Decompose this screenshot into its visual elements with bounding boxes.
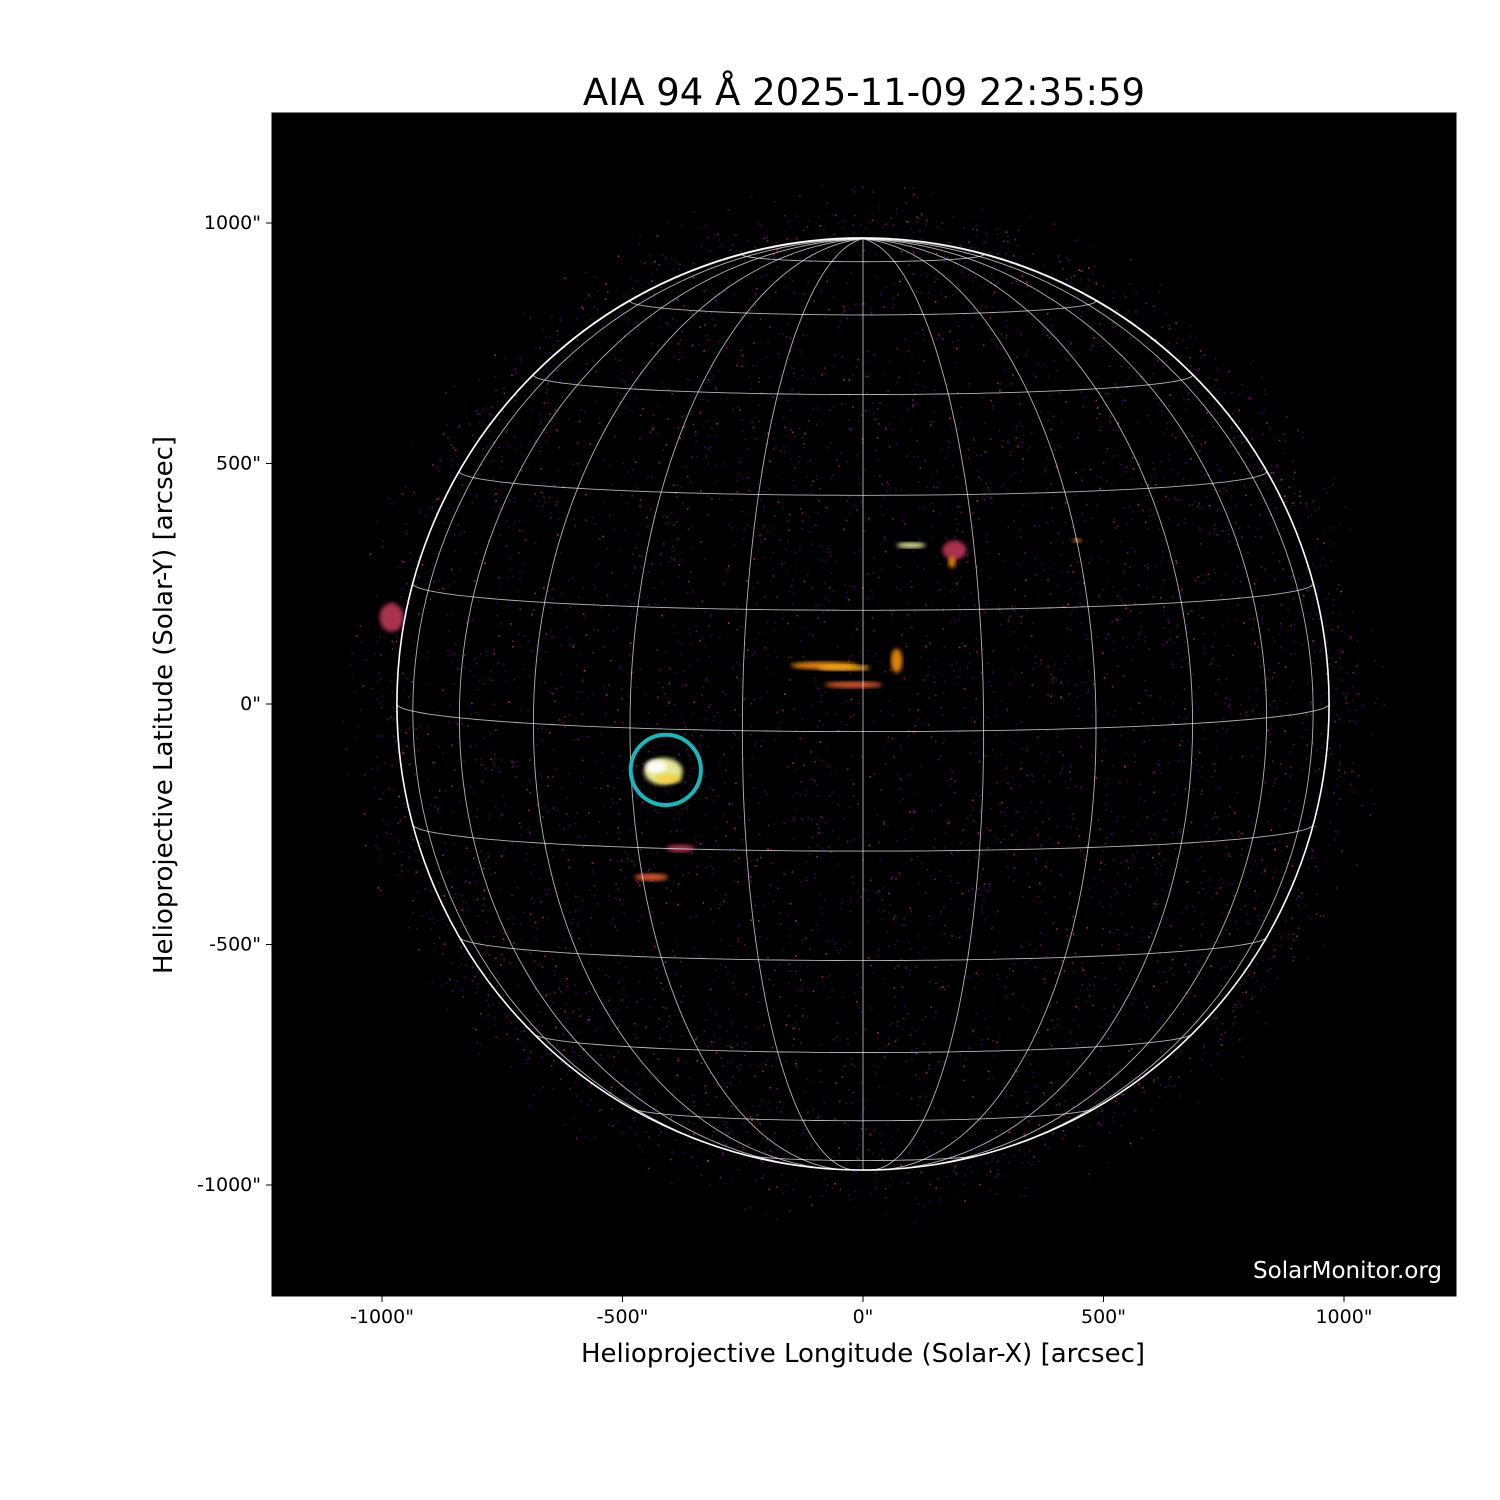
y-tick-label: 1000" [204,212,261,234]
coronal-emission [342,185,1385,1224]
y-tick-label: 500" [216,453,261,475]
active-region [890,648,903,673]
grid-longitude-line [862,238,1268,1168]
active-region [817,665,871,671]
axis-ticks: -1000" -500" 0" 500" 1000" 1000" 500" 0" -500" -1… [197,212,1373,1328]
x-tick-label: -1000" [350,1306,414,1328]
grid-longitude-line [412,238,864,1158]
heliographic-grid [396,238,1330,1171]
grid-longitude-line [862,238,985,1171]
x-tick-label: 0" [853,1306,874,1328]
active-region [824,681,883,689]
y-tick-label: -1000" [197,1174,261,1196]
grid-longitude-line [862,238,1194,1170]
y-tick-label: 0" [240,693,261,715]
active-region [654,773,682,784]
active-region [942,540,967,560]
active-region [665,844,695,853]
grid-longitude-line [741,238,864,1171]
solar-limb [396,237,1330,1171]
grid-longitude-line [862,238,1314,1158]
grid-longitude-line [458,238,864,1168]
active-regions [379,538,1082,882]
y-axis-label: Helioprojective Latitude (Solar-Y) [arcs… [149,436,179,974]
axes-frame [271,112,1457,1297]
grid-longitude-line [532,238,864,1170]
annotation-circle [628,732,703,808]
chart-title: AIA 94 Å 2025-11-09 22:35:59 [583,70,1145,114]
watermark: SolarMonitor.org [1253,1258,1442,1284]
x-axis-label: Helioprojective Longitude (Solar-X) [arc… [581,1339,1145,1369]
plot-area [272,113,1456,1296]
x-tick-label: 500" [1081,1306,1126,1328]
active-region [948,556,956,568]
x-tick-label: -500" [597,1306,649,1328]
active-region [634,873,669,882]
active-region [645,759,667,774]
x-tick-label: 1000" [1315,1306,1372,1328]
grid-longitude-line [629,238,864,1171]
y-tick-label: -500" [209,934,261,956]
active-region [379,602,404,632]
grid-longitude-line [862,238,1097,1171]
active-region [896,542,926,549]
